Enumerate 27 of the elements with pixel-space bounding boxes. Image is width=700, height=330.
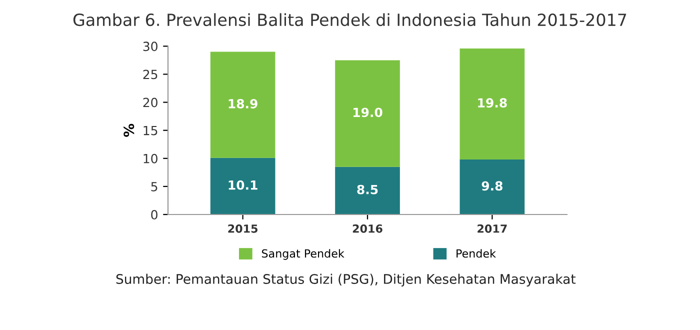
y-tick-label: 25 — [143, 70, 158, 80]
y-tick-label: 10 — [144, 154, 158, 164]
y-axis-title: % — [124, 124, 134, 137]
y-tick-label: 15 — [144, 126, 158, 136]
y-tick-label: 5 — [151, 182, 158, 192]
data-label: 19.8 — [478, 98, 507, 108]
x-tick-label: 2017 — [478, 224, 507, 233]
y-tick-label: 30 — [143, 42, 158, 52]
y-tick-label: 20 — [143, 98, 158, 108]
text: Sumber: Pemantauan Status Gizi (PSG), Ditjen Kesehatan Masyarakat — [116, 274, 576, 287]
x-tick-label: 2016 — [352, 224, 382, 233]
chart-title: Gambar 6. Prevalensi Balita Pendek di Indonesia Tahun 2015-2017 — [73, 13, 626, 26]
data-label: 18.9 — [228, 98, 258, 108]
y-tick-label: 0 — [151, 210, 158, 220]
legend-label: Pendek — [456, 249, 496, 258]
legend-label: Sangat Pendek — [262, 249, 344, 260]
bar — [210, 158, 276, 214]
data-label: 10.1 — [228, 180, 258, 190]
bar — [460, 160, 525, 214]
bar — [210, 52, 276, 158]
data-label: 9.8 — [482, 181, 502, 191]
bar — [335, 166, 400, 214]
data-label: 19.0 — [353, 108, 382, 118]
bar — [335, 60, 400, 167]
data-label: 8.5 — [357, 184, 378, 194]
x-tick-label: 2015 — [228, 224, 258, 233]
bar — [460, 48, 525, 160]
